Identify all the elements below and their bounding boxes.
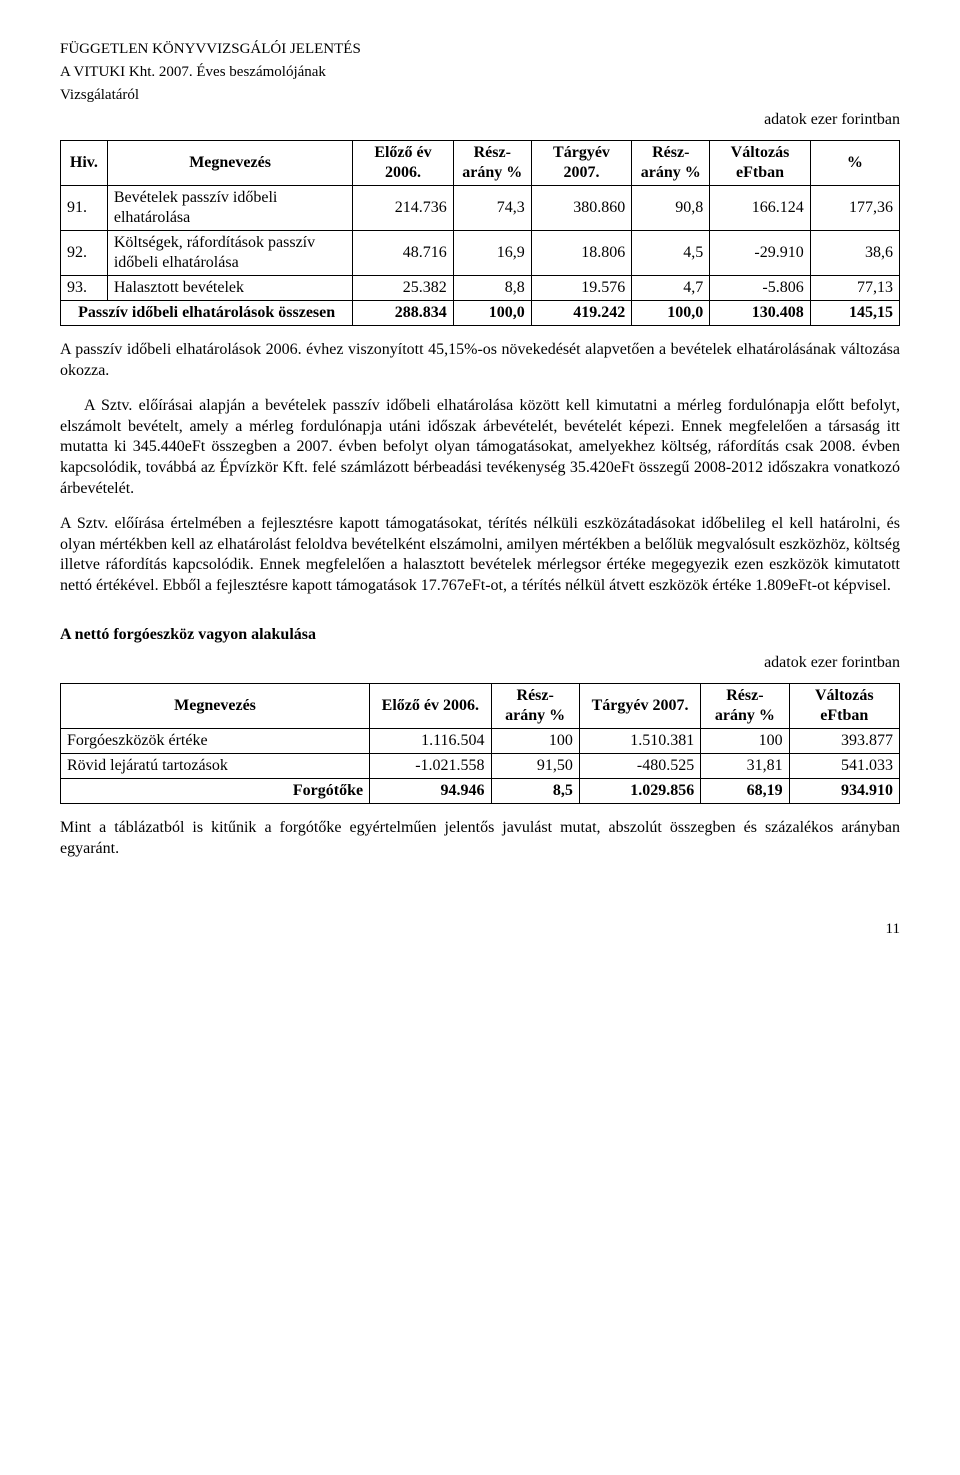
row-hiv: 93. — [61, 276, 108, 301]
t1-h-chg: Változás eFtban — [710, 141, 810, 186]
row-label: Halasztott bevételek — [107, 276, 352, 301]
row-label: Rövid lejáratú tartozások — [61, 754, 370, 779]
row-cell: 100 — [491, 729, 579, 754]
row-cell: 145,15 — [810, 301, 899, 326]
row-cell: -5.806 — [710, 276, 810, 301]
row-cell: 31,81 — [701, 754, 789, 779]
row-cell: 18.806 — [531, 231, 631, 276]
table-working-capital: Megnevezés Előző év 2006. Rész-arány % T… — [60, 683, 900, 804]
table-row: Forgótőke94.9468,51.029.85668,19934.910 — [61, 779, 900, 804]
t1-h-prev: Előző év 2006. — [353, 141, 453, 186]
row-cell: 1.510.381 — [579, 729, 700, 754]
row-cell: 166.124 — [710, 186, 810, 231]
t2-h-chg: Változás eFtban — [789, 684, 899, 729]
t2-h-prevpct: Rész-arány % — [491, 684, 579, 729]
table-row: 92.Költségek, ráfordítások passzív időbe… — [61, 231, 900, 276]
paragraph-3: A Sztv. előírása értelmében a fejlesztés… — [60, 514, 900, 597]
row-cell: 288.834 — [353, 301, 453, 326]
t1-h-currpct: Rész-arány % — [632, 141, 710, 186]
row-cell: 16,9 — [453, 231, 531, 276]
t2-h-prev: Előző év 2006. — [370, 684, 491, 729]
paragraph-2: A Sztv. előírásai alapján a bevételek pa… — [60, 396, 900, 500]
table-row: 91.Bevételek passzív időbeli elhatárolás… — [61, 186, 900, 231]
row-cell: 19.576 — [531, 276, 631, 301]
doc-header-line1: FÜGGETLEN KÖNYVVIZSGÁLÓI JELENTÉS — [60, 40, 900, 59]
row-cell: -29.910 — [710, 231, 810, 276]
row-cell: 4,7 — [632, 276, 710, 301]
doc-header-line2: A VITUKI Kht. 2007. Éves beszámolójának — [60, 63, 900, 82]
row-cell: 214.736 — [353, 186, 453, 231]
section-title-forgotoke: A nettó forgóeszköz vagyon alakulása — [60, 625, 900, 645]
row-cell: 100 — [701, 729, 789, 754]
row-cell: 48.716 — [353, 231, 453, 276]
row-cell: 74,3 — [453, 186, 531, 231]
t1-h-pct: % — [810, 141, 899, 186]
row-cell: 68,19 — [701, 779, 789, 804]
row-cell: 393.877 — [789, 729, 899, 754]
page-number: 11 — [60, 920, 900, 939]
table2-head: Megnevezés Előző év 2006. Rész-arány % T… — [61, 684, 900, 729]
row-cell: 8,5 — [491, 779, 579, 804]
table2-body: Forgóeszközök értéke1.116.5041001.510.38… — [61, 729, 900, 804]
row-cell: -1.021.558 — [370, 754, 491, 779]
row-cell: 94.946 — [370, 779, 491, 804]
row-cell: 100,0 — [632, 301, 710, 326]
paragraph-4: Mint a táblázatból is kitűnik a forgótők… — [60, 818, 900, 860]
row-cell: 77,13 — [810, 276, 899, 301]
row-cell: 541.033 — [789, 754, 899, 779]
row-cell: 1.116.504 — [370, 729, 491, 754]
row-cell: 100,0 — [453, 301, 531, 326]
row-cell: 1.029.856 — [579, 779, 700, 804]
row-cell: 8,8 — [453, 276, 531, 301]
row-cell: 419.242 — [531, 301, 631, 326]
t1-h-hiv: Hiv. — [61, 141, 108, 186]
row-cell: 25.382 — [353, 276, 453, 301]
table-row: Passzív időbeli elhatárolások összesen28… — [61, 301, 900, 326]
t1-h-name: Megnevezés — [107, 141, 352, 186]
row-cell: 130.408 — [710, 301, 810, 326]
row-label: Forgóeszközök értéke — [61, 729, 370, 754]
table-row: Forgóeszközök értéke1.116.5041001.510.38… — [61, 729, 900, 754]
row-label: Költségek, ráfordítások passzív időbeli … — [107, 231, 352, 276]
table-passive-accruals: Hiv. Megnevezés Előző év 2006. Rész-arán… — [60, 140, 900, 326]
paragraph-1: A passzív időbeli elhatárolások 2006. év… — [60, 340, 900, 382]
row-label: Passzív időbeli elhatárolások összesen — [61, 301, 353, 326]
row-cell: -480.525 — [579, 754, 700, 779]
row-cell: 4,5 — [632, 231, 710, 276]
t1-h-curr: Tárgyév 2007. — [531, 141, 631, 186]
row-cell: 380.860 — [531, 186, 631, 231]
doc-header-line3: Vizsgálatáról — [60, 86, 900, 105]
unit-label-1: adatok ezer forintban — [60, 110, 900, 130]
row-cell: 90,8 — [632, 186, 710, 231]
table-row: 93.Halasztott bevételek25.3828,819.5764,… — [61, 276, 900, 301]
t2-h-currpct: Rész-arány % — [701, 684, 789, 729]
row-cell: 38,6 — [810, 231, 899, 276]
row-cell: 934.910 — [789, 779, 899, 804]
row-label: Bevételek passzív időbeli elhatárolása — [107, 186, 352, 231]
table1-body: 91.Bevételek passzív időbeli elhatárolás… — [61, 186, 900, 326]
table1-head: Hiv. Megnevezés Előző év 2006. Rész-arán… — [61, 141, 900, 186]
t2-h-name: Megnevezés — [61, 684, 370, 729]
t1-h-prevpct: Rész-arány % — [453, 141, 531, 186]
row-label: Forgótőke — [61, 779, 370, 804]
t2-h-curr: Tárgyév 2007. — [579, 684, 700, 729]
table-row: Rövid lejáratú tartozások-1.021.55891,50… — [61, 754, 900, 779]
row-cell: 177,36 — [810, 186, 899, 231]
row-hiv: 92. — [61, 231, 108, 276]
unit-label-2: adatok ezer forintban — [60, 653, 900, 673]
row-hiv: 91. — [61, 186, 108, 231]
row-cell: 91,50 — [491, 754, 579, 779]
